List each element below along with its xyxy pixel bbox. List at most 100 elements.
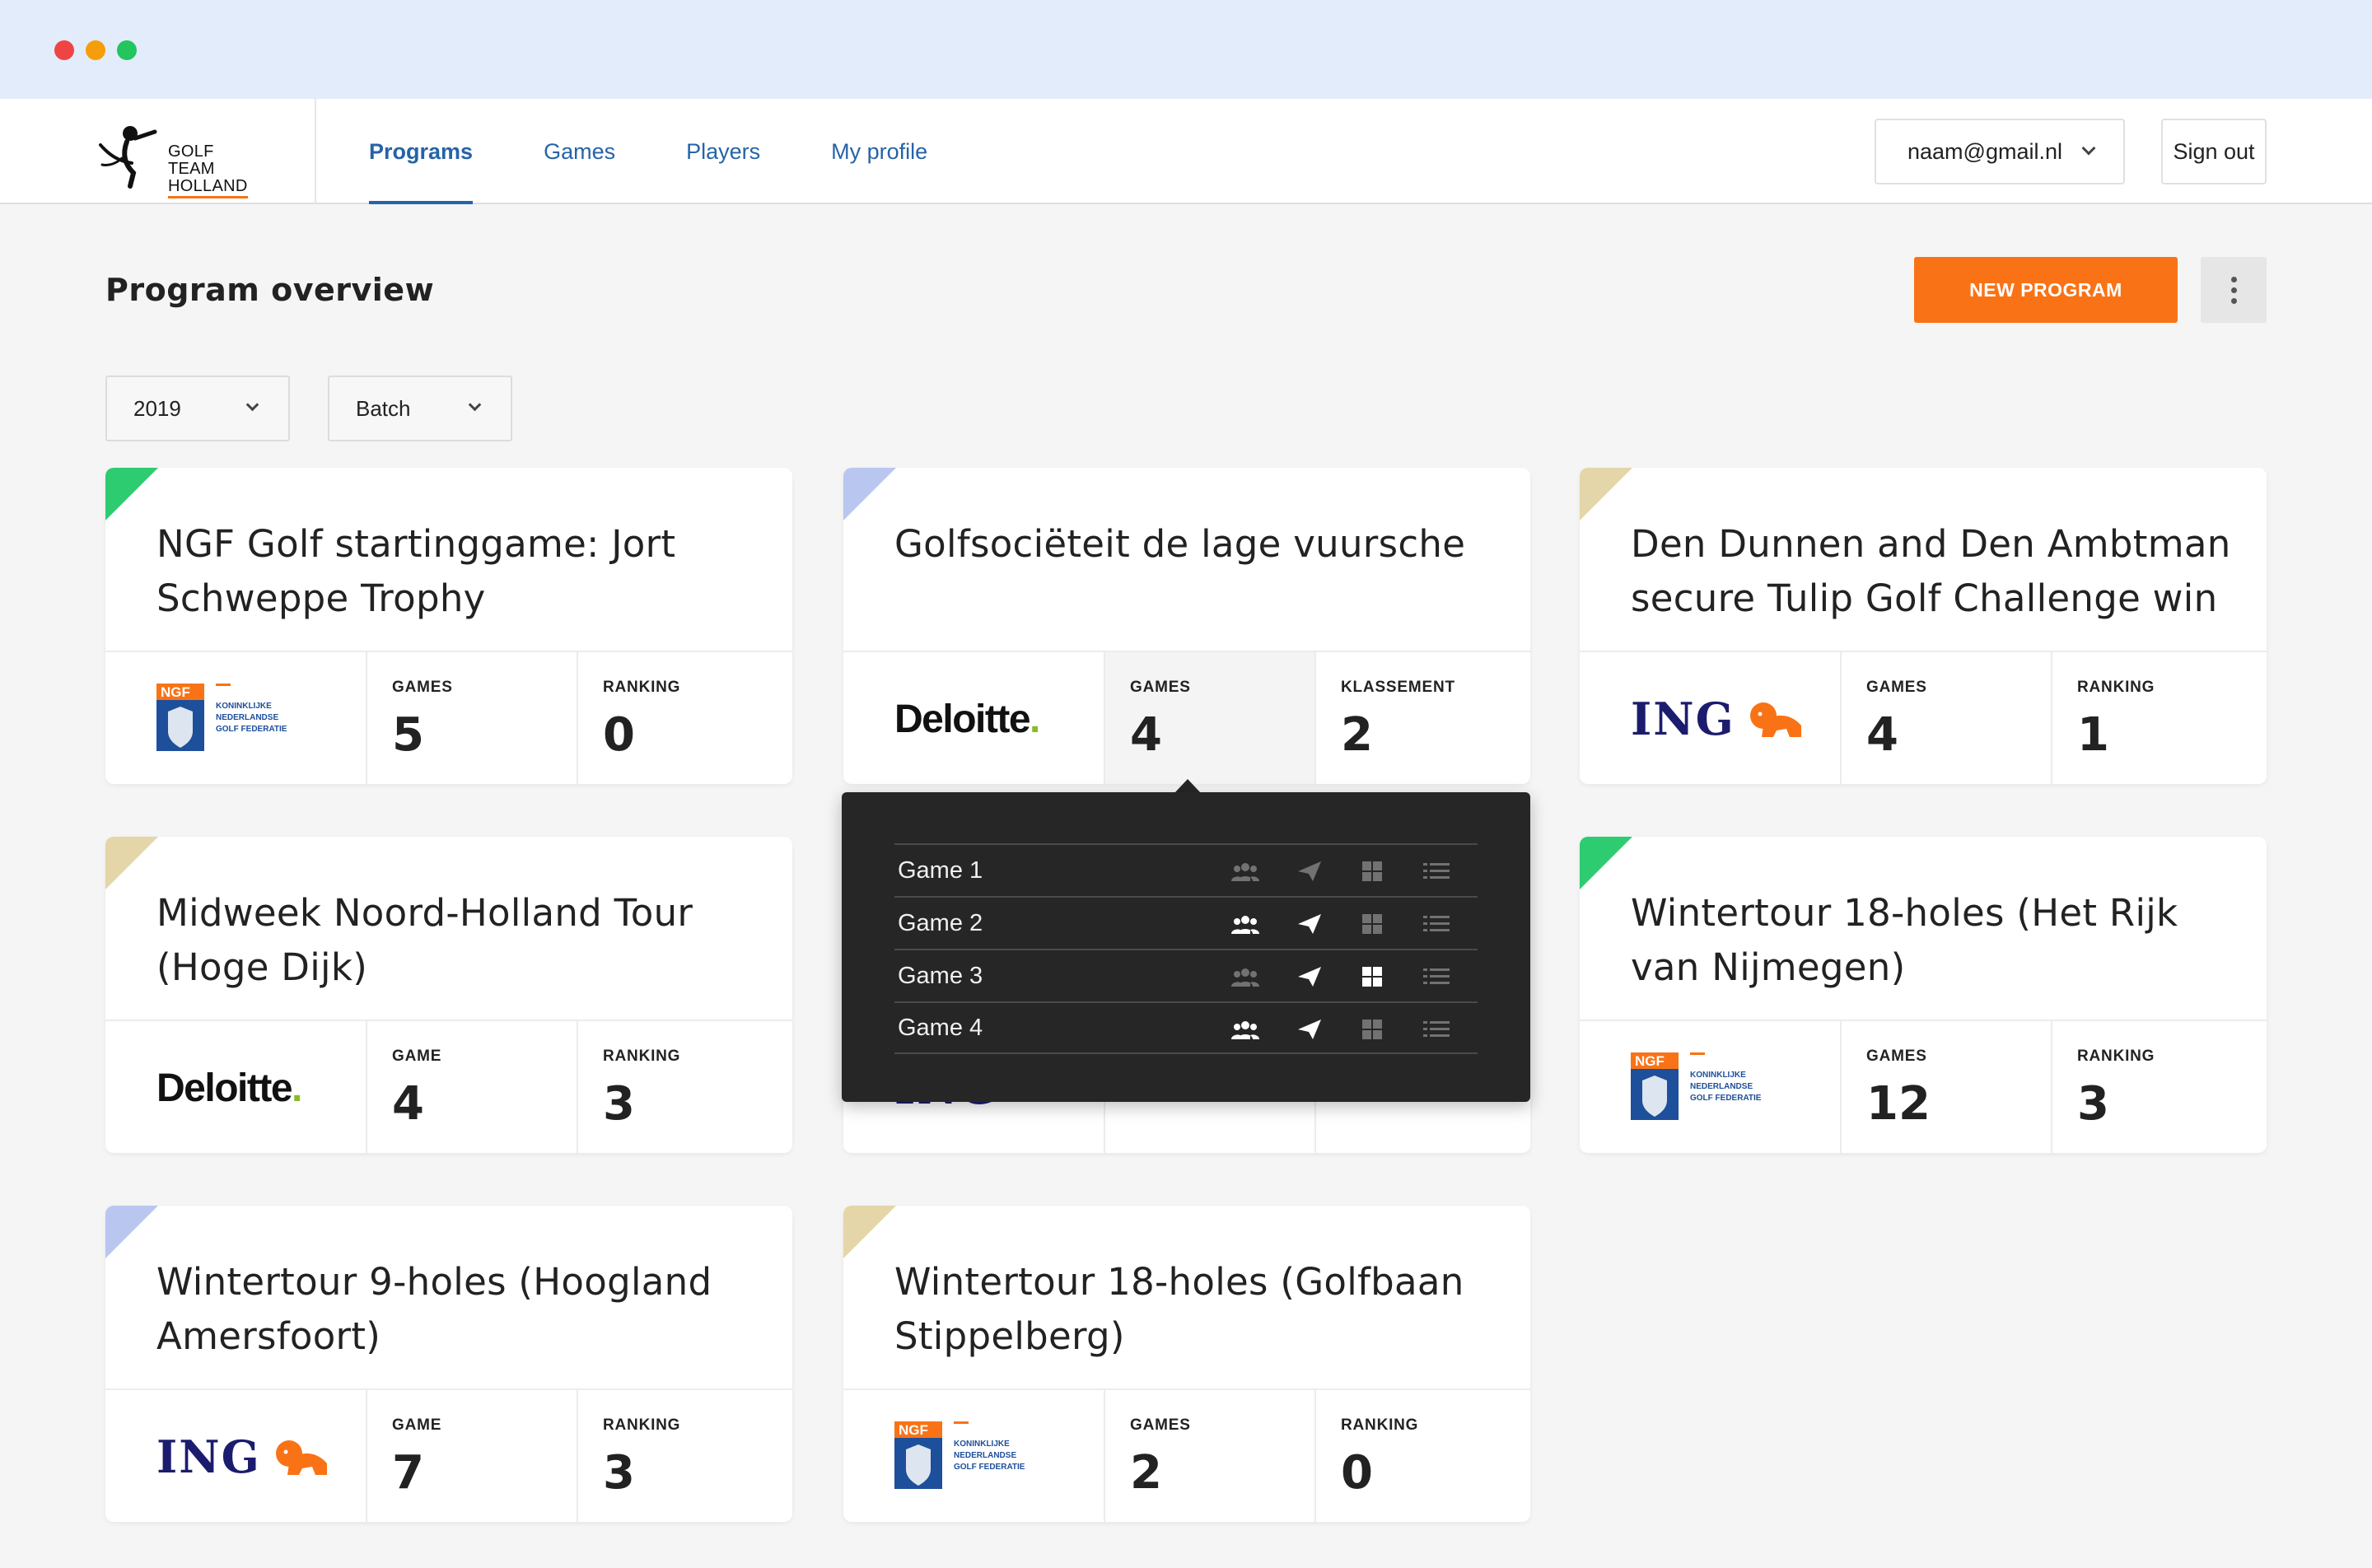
deloitte-logo: Deloitte. bbox=[894, 697, 1040, 741]
window-close-dot[interactable] bbox=[54, 40, 74, 60]
program-card[interactable]: Wintertour 18-holes (Golfbaan Stippelber… bbox=[843, 1206, 1530, 1522]
send-icon[interactable] bbox=[1295, 1018, 1324, 1041]
program-card[interactable]: Wintertour 9-holes (Hoogland Amersfoort)… bbox=[105, 1206, 792, 1522]
svg-text:NGF: NGF bbox=[161, 684, 190, 700]
stat-label: GAMES bbox=[1866, 679, 1927, 696]
players-icon[interactable] bbox=[1230, 965, 1260, 988]
window-maximize-dot[interactable] bbox=[117, 40, 137, 60]
logo-line-2: TEAM bbox=[168, 160, 215, 178]
grid-icon[interactable] bbox=[1357, 965, 1387, 988]
stat-label: GAMES bbox=[1130, 1416, 1191, 1434]
svg-text:KONINKLIJKE: KONINKLIJKE bbox=[954, 1440, 1010, 1449]
send-icon[interactable] bbox=[1295, 965, 1324, 988]
stat-value: 2 bbox=[1341, 708, 1373, 762]
ranking-stat: RANKING 3 bbox=[2077, 1048, 2155, 1131]
nav-players[interactable]: Players bbox=[686, 138, 761, 164]
game-name: Game 4 bbox=[898, 1014, 983, 1041]
divider bbox=[577, 1390, 578, 1522]
players-icon[interactable] bbox=[1230, 912, 1260, 936]
divider bbox=[366, 652, 367, 784]
window-minimize-dot[interactable] bbox=[86, 40, 105, 60]
grid-icon[interactable] bbox=[1357, 860, 1387, 883]
ranking-stat: KLASSEMENT 2 bbox=[1341, 679, 1455, 762]
list-icon[interactable] bbox=[1422, 1018, 1451, 1041]
stat-label: RANKING bbox=[603, 679, 681, 696]
stat-value: 1 bbox=[2077, 708, 2109, 762]
grid-icon[interactable] bbox=[1357, 912, 1387, 936]
stat-label: GAMES bbox=[1130, 679, 1191, 696]
divider bbox=[1314, 1390, 1316, 1522]
list-icon[interactable] bbox=[1422, 912, 1451, 936]
sponsor-logo-deloitte: Deloitte. bbox=[894, 652, 1092, 784]
program-title: Den Dunnen and Den Ambtman secure Tulip … bbox=[1631, 522, 2231, 620]
lion-icon bbox=[1749, 702, 1801, 737]
list-icon[interactable] bbox=[1422, 860, 1451, 883]
send-icon[interactable] bbox=[1295, 860, 1324, 883]
program-title: Golfsociëteit de lage vuursche bbox=[894, 522, 1466, 566]
program-card[interactable]: Wintertour 18-holes (Het Rijk van Nijmeg… bbox=[1580, 837, 2267, 1153]
ing-logo: ING bbox=[156, 1430, 261, 1483]
program-card[interactable]: Den Dunnen and Den Ambtman secure Tulip … bbox=[1580, 468, 2267, 784]
sign-out-button[interactable]: Sign out bbox=[2161, 119, 2267, 184]
program-title: Midweek Noord-Holland Tour (Hoge Dijk) bbox=[156, 891, 693, 989]
card-footer: Deloitte. GAME 4 RANKING 3 bbox=[105, 1020, 792, 1153]
stat-label: GAMES bbox=[392, 679, 453, 696]
card-footer: NGF KONINKLIJKE NEDERLANDSE GOLF FEDERAT… bbox=[1580, 1020, 2267, 1153]
games-stat: GAMES 5 bbox=[392, 679, 453, 762]
sponsor-logo-ngf: NGF KONINKLIJKE NEDERLANDSE GOLF FEDERAT… bbox=[894, 1390, 1092, 1522]
stat-value: 4 bbox=[392, 1077, 424, 1131]
game-row[interactable]: Game 3 bbox=[894, 949, 1478, 1001]
svg-text:KONINKLIJKE: KONINKLIJKE bbox=[1690, 1071, 1746, 1080]
program-card[interactable]: Midweek Noord-Holland Tour (Hoge Dijk) D… bbox=[105, 837, 792, 1153]
ngf-logo-icon: NGF KONINKLIJKE NEDERLANDSE GOLF FEDERAT… bbox=[156, 684, 287, 751]
chevron-down-icon bbox=[245, 398, 259, 412]
stat-value: 4 bbox=[1866, 708, 1898, 762]
stat-value: 0 bbox=[603, 708, 635, 762]
more-options-button[interactable] bbox=[2201, 257, 2267, 323]
stat-label: RANKING bbox=[2077, 1048, 2155, 1065]
golf-team-holland-logo[interactable]: GOLF TEAM HOLLAND bbox=[97, 114, 262, 198]
svg-text:GOLF FEDERATIE: GOLF FEDERATIE bbox=[954, 1463, 1025, 1472]
card-footer: Deloitte. GAMES 4 KLASSEMENT 2 bbox=[843, 651, 1530, 784]
stat-label: GAME bbox=[392, 1048, 442, 1065]
nav-programs[interactable]: Programs bbox=[369, 99, 474, 204]
game-row[interactable]: Game 1 bbox=[894, 843, 1478, 896]
ranking-stat: RANKING 3 bbox=[603, 1416, 680, 1500]
game-row[interactable]: Game 2 bbox=[894, 896, 1478, 949]
games-stat-button[interactable]: GAMES 4 bbox=[1130, 679, 1191, 762]
stat-label: RANKING bbox=[603, 1416, 681, 1434]
divider bbox=[366, 1021, 367, 1153]
nav-games[interactable]: Games bbox=[544, 138, 616, 164]
card-footer: NGF KONINKLIJKE NEDERLANDSE GOLF FEDERAT… bbox=[105, 651, 792, 784]
batch-filter-select[interactable]: Batch bbox=[328, 376, 512, 441]
ngf-logo-icon: NGF KONINKLIJKE NEDERLANDSE GOLF FEDERAT… bbox=[894, 1421, 1025, 1489]
stat-value: 0 bbox=[1341, 1446, 1373, 1500]
send-icon[interactable] bbox=[1295, 912, 1324, 936]
program-card[interactable]: NGF Golf startinggame: Jort Schweppe Tro… bbox=[105, 468, 792, 784]
card-footer: ING GAMES 4 RANKING 1 bbox=[1580, 651, 2267, 784]
divider bbox=[366, 1390, 367, 1522]
list-icon[interactable] bbox=[1422, 965, 1451, 988]
sponsor-logo-deloitte: Deloitte. bbox=[156, 1021, 354, 1153]
players-icon[interactable] bbox=[1230, 1018, 1260, 1041]
chevron-down-icon bbox=[468, 398, 482, 412]
top-navigation-bar: GOLF TEAM HOLLAND Programs Games Players… bbox=[0, 99, 2372, 204]
divider bbox=[1840, 652, 1842, 784]
game-name: Game 3 bbox=[898, 962, 983, 989]
sponsor-logo-ngf: NGF KONINKLIJKE NEDERLANDSE GOLF FEDERAT… bbox=[156, 652, 354, 784]
new-program-button[interactable]: NEW PROGRAM bbox=[1914, 257, 2178, 323]
status-corner bbox=[105, 837, 158, 889]
deloitte-logo: Deloitte. bbox=[156, 1066, 302, 1110]
players-icon[interactable] bbox=[1230, 860, 1260, 883]
status-corner bbox=[105, 468, 158, 520]
user-account-dropdown[interactable]: naam@gmail.nl bbox=[1875, 119, 2125, 184]
nav-my-profile[interactable]: My profile bbox=[831, 138, 928, 164]
games-stat: GAME 7 bbox=[392, 1416, 441, 1500]
year-filter-value: 2019 bbox=[133, 395, 181, 421]
divider bbox=[577, 1021, 578, 1153]
game-row[interactable]: Game 4 bbox=[894, 1001, 1478, 1054]
batch-filter-value: Batch bbox=[356, 395, 411, 421]
grid-icon[interactable] bbox=[1357, 1018, 1387, 1041]
program-card[interactable]: Golfsociëteit de lage vuursche Deloitte.… bbox=[843, 468, 1530, 784]
year-filter-select[interactable]: 2019 bbox=[105, 376, 290, 441]
